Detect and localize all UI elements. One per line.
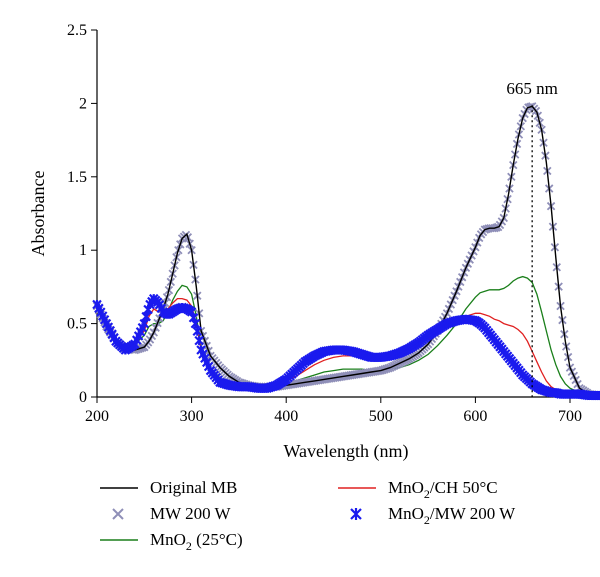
data-point: [595, 390, 600, 401]
y-tick-label: 1: [79, 242, 87, 259]
y-tick-label: 0: [79, 389, 87, 406]
y-tick-label: 1.5: [67, 169, 87, 186]
y-tick-label: 0.5: [67, 316, 87, 333]
x-axis-title: Wavelength (nm): [283, 441, 408, 462]
data-point: [192, 326, 203, 337]
legend-swatch: [350, 508, 362, 520]
x-tick-label: 200: [85, 408, 109, 425]
series-line: [96, 105, 600, 397]
legend-label: MnO2/CH 50°C: [388, 478, 498, 501]
legend-item: Original MB: [100, 478, 237, 497]
data-point: [190, 318, 201, 329]
y-tick-label: 2.5: [67, 22, 87, 39]
legend-label: MW 200 W: [150, 504, 232, 523]
y-axis-title: Absorbance: [28, 171, 48, 257]
x-tick-label: 600: [463, 408, 487, 425]
legend-label: MnO2/MW 200 W: [388, 504, 516, 527]
legend-item: MnO2/CH 50°C: [338, 478, 498, 501]
series-0: [96, 105, 600, 397]
plot-area: [92, 102, 600, 401]
legend-swatch: [112, 508, 124, 520]
legend-item: MW 200 W: [112, 504, 232, 523]
peak-annotation: 665 nm: [506, 79, 558, 397]
peak-label: 665 nm: [506, 79, 557, 98]
legend-label: MnO2 (25°C): [150, 530, 243, 553]
x-tick-label: 300: [180, 408, 204, 425]
series-4: [92, 293, 600, 401]
legend: Original MB MnO2/CH 50°C MW 200 W MnO2/MW 2…: [100, 478, 516, 553]
y-tick-label: 2: [79, 95, 87, 112]
x-tick-label: 500: [369, 408, 393, 425]
legend-label: Original MB: [150, 478, 237, 497]
data-point: [194, 335, 204, 346]
axes: 0 0.5 1 1.5 2 2.5 200 300 400 500 600 700 Wavelength…: [28, 22, 582, 462]
x-tick-label: 700: [558, 408, 582, 425]
legend-item: MnO2 (25°C): [100, 530, 243, 553]
data-point: [597, 390, 600, 401]
legend-item: MnO2/MW 200 W: [350, 504, 516, 527]
x-tick-label: 400: [274, 408, 298, 425]
